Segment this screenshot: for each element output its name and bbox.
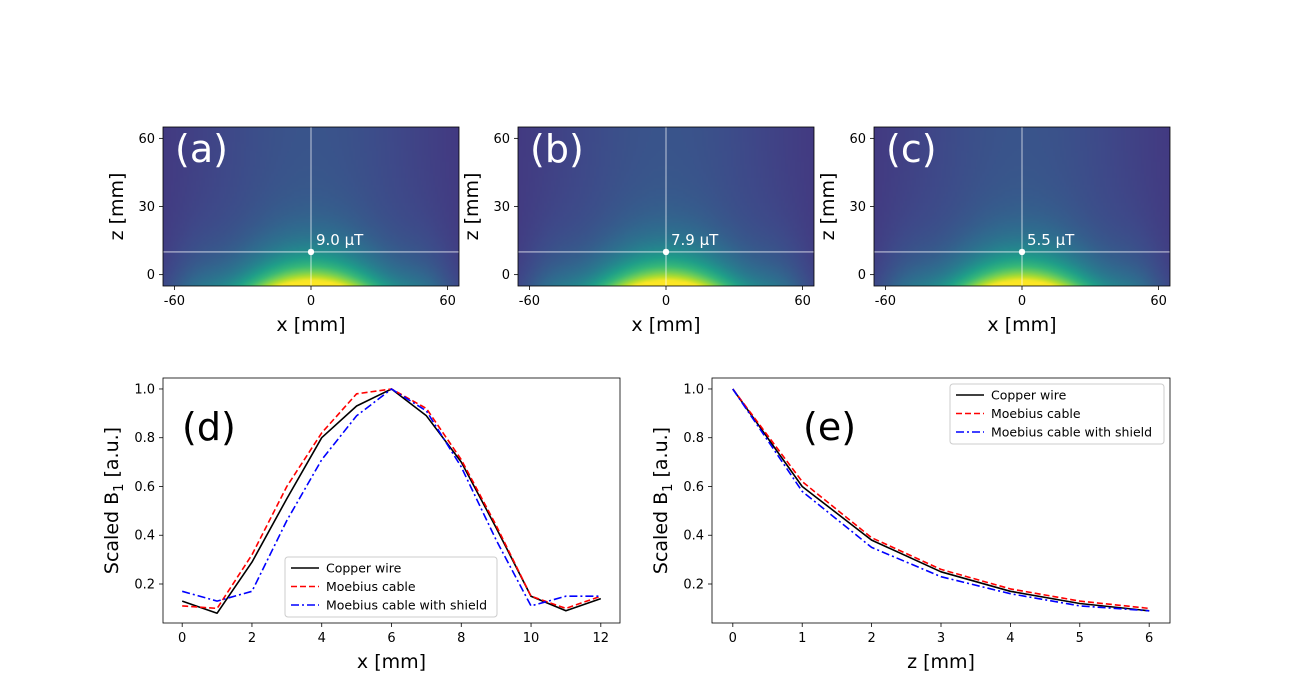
panel-label: (d) xyxy=(182,405,236,449)
y-tick-label: 1.0 xyxy=(134,382,155,397)
x-tick-label: 0 xyxy=(729,631,737,646)
y-tick-label: 30 xyxy=(849,200,866,215)
legend-entry: Copper wire xyxy=(991,388,1067,403)
legend-entry: Moebius cable xyxy=(991,406,1081,421)
heatmap-panel: 9.0 μT (a) -60 0 60 0 30 60 x [mm] z [mm] xyxy=(106,126,460,336)
y-tick-label: 0.6 xyxy=(134,480,155,495)
y-axis-label: z [mm] xyxy=(817,173,839,241)
heatmap-panel: 7.9 μT (b) -60 0 60 0 30 60 x [mm] z [mm] xyxy=(461,126,815,336)
legend-entry: Copper wire xyxy=(326,561,402,576)
panel-label: (c) xyxy=(886,127,937,171)
x-tick-label: 5 xyxy=(1076,631,1084,646)
y-tick-label: 0 xyxy=(858,268,866,283)
x-axis-label: x [mm] xyxy=(357,651,426,673)
y-tick-label: 1.0 xyxy=(683,382,704,397)
x-tick-label: 0 xyxy=(1018,294,1026,309)
x-tick-label: 8 xyxy=(457,631,465,646)
marker-label: 9.0 μT xyxy=(316,231,364,249)
marker-label: 5.5 μT xyxy=(1027,231,1075,249)
y-axis-label-unit: [a.u.] xyxy=(101,427,123,484)
y-axis-label-main: Scaled B xyxy=(101,492,123,574)
y-axis-label: z [mm] xyxy=(106,173,128,241)
x-axis-label: x [mm] xyxy=(631,314,700,336)
y-tick-label: 0.4 xyxy=(683,529,704,544)
marker-point xyxy=(662,248,670,256)
x-tick-label: 4 xyxy=(318,631,326,646)
line-panel: 0 2 4 6 8 10 12 0.2 0.4 0.6 0.8 1.0 x [mm] Scaled B1 … xyxy=(101,377,621,673)
panel-label: (e) xyxy=(803,405,856,449)
x-tick-label: 6 xyxy=(387,631,395,646)
y-tick-label: 60 xyxy=(138,132,155,147)
series-line xyxy=(732,388,1150,612)
y-tick-label: 0 xyxy=(147,268,155,283)
legend: Copper wire Moebius cable Moebius cable wi… xyxy=(284,556,498,618)
y-tick-label: 0.4 xyxy=(134,529,155,544)
x-tick-label: 2 xyxy=(867,631,875,646)
x-tick-label: 60 xyxy=(1150,294,1167,309)
x-tick-label: 1 xyxy=(798,631,806,646)
legend-entry: Moebius cable with shield xyxy=(991,425,1152,440)
y-tick-label: 0.6 xyxy=(683,480,704,495)
x-tick-label: 0 xyxy=(178,631,186,646)
x-axis-label: z [mm] xyxy=(907,651,975,673)
x-tick-label: 60 xyxy=(794,294,811,309)
y-tick-label: 0.2 xyxy=(134,577,155,592)
x-tick-label: 10 xyxy=(523,631,540,646)
y-tick-label: 30 xyxy=(138,200,155,215)
marker-point xyxy=(307,248,315,256)
x-tick-label: 0 xyxy=(307,294,315,309)
y-tick-label: 60 xyxy=(493,132,510,147)
panel-label: (b) xyxy=(530,127,584,171)
series-line xyxy=(732,388,1150,610)
x-tick-label: 0 xyxy=(662,294,670,309)
y-tick-label: 60 xyxy=(849,132,866,147)
x-tick-label: 2 xyxy=(248,631,256,646)
legend-entry: Moebius cable xyxy=(326,579,416,594)
x-tick-label: 60 xyxy=(439,294,456,309)
legend-entry: Moebius cable with shield xyxy=(326,598,487,613)
y-axis-label: z [mm] xyxy=(461,173,483,241)
x-axis-label: x [mm] xyxy=(987,314,1056,336)
panel-label: (a) xyxy=(175,127,228,171)
series-line xyxy=(732,388,1150,612)
marker-point xyxy=(1018,248,1026,256)
y-axis-label: Scaled B1 [a.u.] xyxy=(650,427,676,574)
x-tick-label: 6 xyxy=(1145,631,1153,646)
y-axis-label: Scaled B1 [a.u.] xyxy=(101,427,127,574)
y-axis-label-main: Scaled B xyxy=(650,492,672,574)
y-tick-label: 0.8 xyxy=(134,431,155,446)
x-tick-label: 3 xyxy=(937,631,945,646)
y-axis-label-unit: [a.u.] xyxy=(650,427,672,484)
legend-box xyxy=(949,383,1165,445)
y-tick-label: 0 xyxy=(502,268,510,283)
marker-label: 7.9 μT xyxy=(671,231,719,249)
x-tick-label: -60 xyxy=(519,294,540,309)
x-axis-label: x [mm] xyxy=(276,314,345,336)
x-tick-label: 12 xyxy=(593,631,610,646)
y-axis-label-subscript: 1 xyxy=(661,484,676,492)
y-tick-label: 30 xyxy=(493,200,510,215)
x-tick-label: 4 xyxy=(1006,631,1014,646)
x-tick-label: -60 xyxy=(875,294,896,309)
y-tick-label: 0.8 xyxy=(683,431,704,446)
line-panel: 0 1 2 3 4 5 60.20.40.60.81.0z [mm]Scaled B1 [a… xyxy=(650,377,1171,673)
legend: Copper wire Moebius cable Moebius cable wi… xyxy=(949,383,1165,445)
heatmap-panel: 5.5 μT (c) -60 0 60 0 30 60 x [mm] z [mm] xyxy=(817,126,1171,336)
y-tick-label: 0.2 xyxy=(683,577,704,592)
x-tick-label: -60 xyxy=(164,294,185,309)
y-axis-label-subscript: 1 xyxy=(112,484,127,492)
series-line xyxy=(181,388,601,607)
legend-box xyxy=(284,556,498,618)
